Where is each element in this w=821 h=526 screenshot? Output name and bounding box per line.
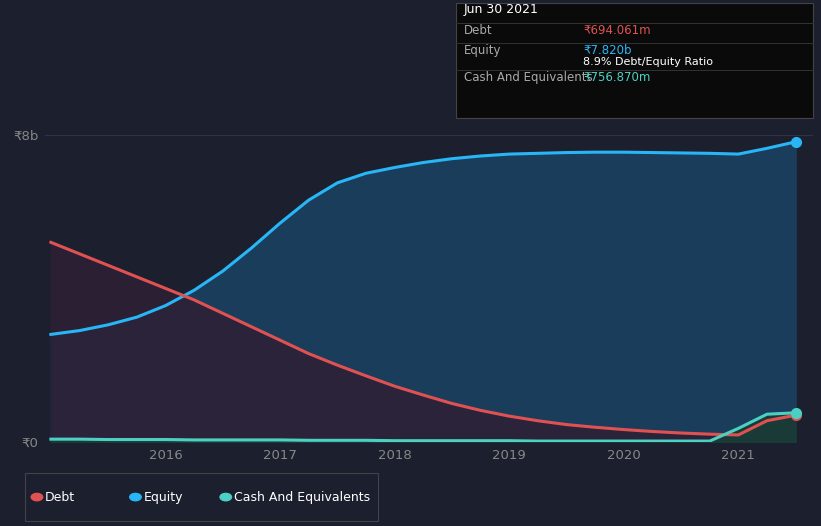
Text: Debt: Debt <box>464 24 493 37</box>
Text: ₹756.870m: ₹756.870m <box>583 72 650 85</box>
Text: Debt: Debt <box>45 491 76 503</box>
Text: Jun 30 2021: Jun 30 2021 <box>464 3 539 16</box>
Text: ₹7.820b: ₹7.820b <box>583 44 631 57</box>
Text: ₹694.061m: ₹694.061m <box>583 24 650 37</box>
Text: Equity: Equity <box>144 491 183 503</box>
Text: 8.9% Debt/Equity Ratio: 8.9% Debt/Equity Ratio <box>583 57 713 67</box>
Text: Cash And Equivalents: Cash And Equivalents <box>234 491 370 503</box>
Text: Cash And Equivalents: Cash And Equivalents <box>464 72 593 85</box>
Text: Equity: Equity <box>464 44 502 57</box>
